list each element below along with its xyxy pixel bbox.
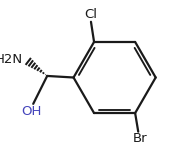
Text: Br: Br xyxy=(132,132,147,145)
Text: H2N: H2N xyxy=(0,53,22,66)
Text: Cl: Cl xyxy=(85,8,97,21)
Text: OH: OH xyxy=(22,105,42,118)
